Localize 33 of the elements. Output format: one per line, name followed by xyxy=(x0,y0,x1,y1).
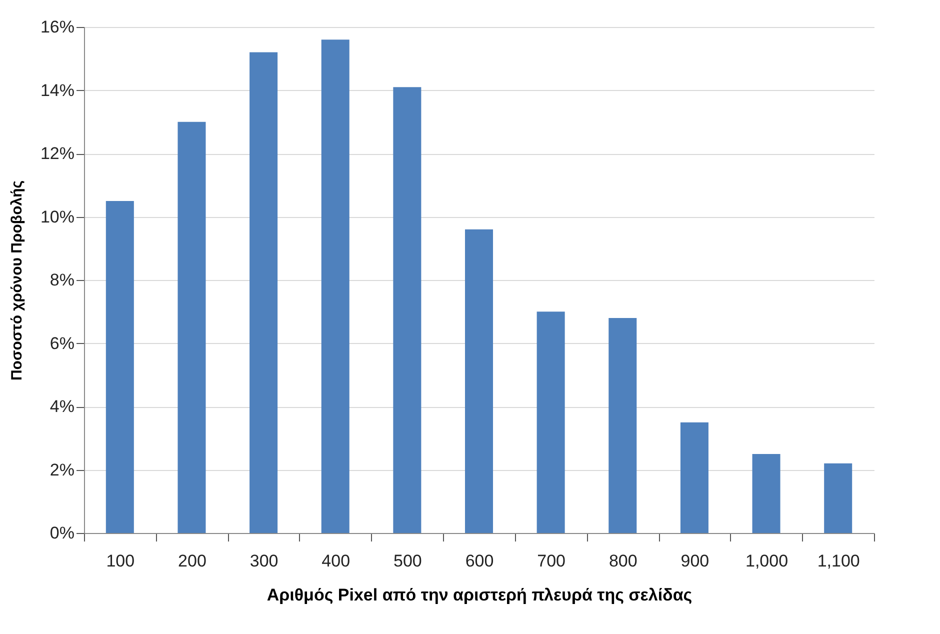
bar xyxy=(178,122,206,533)
y-tick-label: 12% xyxy=(40,144,74,163)
bar xyxy=(608,318,637,533)
x-tick-label: 200 xyxy=(178,552,206,570)
y-tick-label: 6% xyxy=(50,334,74,353)
x-tick-label: 600 xyxy=(465,552,494,570)
y-tick-label: 2% xyxy=(50,460,74,480)
bar xyxy=(106,200,134,533)
bar xyxy=(824,463,852,533)
x-tick-label: 400 xyxy=(322,552,350,570)
x-tick-label: 1,000 xyxy=(746,552,788,570)
x-tick-label: 300 xyxy=(250,552,278,570)
bar xyxy=(680,422,708,533)
bar xyxy=(393,87,422,533)
y-tick-label: 16% xyxy=(40,18,74,36)
bar xyxy=(536,312,565,533)
bar xyxy=(464,229,494,533)
y-tick-label: 14% xyxy=(40,80,74,100)
y-axis-title: Ποσοστό χρόνου Προβολής xyxy=(8,180,26,381)
x-tick-label: 800 xyxy=(608,552,638,570)
x-tick-label: 900 xyxy=(680,552,710,570)
x-axis-title: Αριθμός Pixel από την αριστερή πλευρά της σελίδας xyxy=(266,586,692,604)
bar xyxy=(752,454,780,533)
y-tick-label: 0% xyxy=(50,524,74,542)
y-tick-label: 10% xyxy=(40,207,74,226)
x-tick-label: 500 xyxy=(393,552,422,570)
bar xyxy=(250,52,278,533)
x-tick-label: 1,100 xyxy=(817,552,860,570)
y-tick-label: 8% xyxy=(50,270,74,290)
y-tick-label: 4% xyxy=(50,397,74,416)
x-tick-label: 100 xyxy=(106,552,135,570)
x-tick-label: 700 xyxy=(537,552,566,570)
bar xyxy=(321,40,350,533)
